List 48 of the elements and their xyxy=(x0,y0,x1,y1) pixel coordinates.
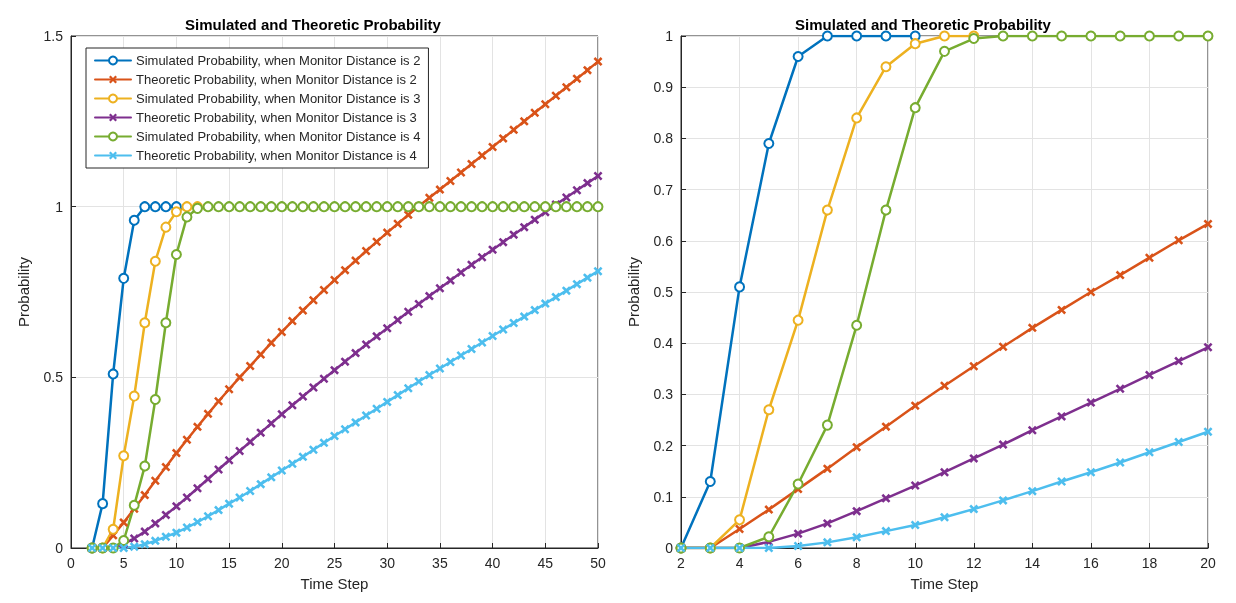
y-tick-label: 0.7 xyxy=(653,181,674,198)
x-tick-label: 25 xyxy=(326,555,343,571)
x-axis-title: Time Step xyxy=(300,575,369,592)
x-tick-label: 16 xyxy=(1083,555,1099,571)
chart-title: Simulated and Theoretic Probability xyxy=(185,16,442,33)
x-tick-label: 2 xyxy=(677,555,686,571)
y-axis-title: Probability xyxy=(625,256,642,328)
legend-label: Simulated Probability, when Monitor Distance is 2 xyxy=(136,53,421,68)
x-tick-label: 30 xyxy=(379,555,396,571)
y-tick-label: 0 xyxy=(665,540,674,556)
y-tick-label: 0.8 xyxy=(653,130,674,147)
y-tick-label: 1.5 xyxy=(43,28,64,44)
x-tick-label: 6 xyxy=(794,555,803,571)
x-tick-label: 8 xyxy=(852,555,861,571)
x-tick-label: 15 xyxy=(221,555,238,571)
legend-label: Theoretic Probability, when Monitor Distance is 2 xyxy=(136,72,417,87)
y-tick-label: 1 xyxy=(55,198,64,215)
x-tick-label: 45 xyxy=(537,555,554,571)
chart-title: Simulated and Theoretic Probability xyxy=(795,16,1052,33)
legend-label: Theoretic Probability, when Monitor Distance is 4 xyxy=(136,148,417,163)
x-tick-label: 20 xyxy=(1200,555,1216,571)
x-tick-label: 10 xyxy=(168,555,185,571)
y-tick-label: 0.5 xyxy=(653,284,674,300)
x-tick-label: 14 xyxy=(1024,555,1041,571)
x-tick-label: 5 xyxy=(119,555,128,571)
y-tick-label: 0.6 xyxy=(653,232,674,249)
x-tick-label: 40 xyxy=(484,555,501,571)
y-tick-label: 0.5 xyxy=(43,369,64,386)
x-tick-label: 35 xyxy=(432,555,448,571)
x-tick-label: 4 xyxy=(735,555,744,571)
x-tick-label: 12 xyxy=(965,555,982,571)
y-tick-label: 0.9 xyxy=(653,79,674,96)
x-tick-label: 18 xyxy=(1141,555,1158,571)
x-axis-title: Time Step xyxy=(910,575,979,592)
x-tick-label: 0 xyxy=(67,555,76,571)
x-tick-label: 50 xyxy=(590,555,606,571)
y-tick-label: 1 xyxy=(665,28,674,44)
y-tick-label: 0.2 xyxy=(653,437,674,454)
legend-label: Simulated Probability, when Monitor Distance is 4 xyxy=(136,129,421,144)
x-tick-label: 10 xyxy=(907,555,924,571)
y-tick-label: 0.3 xyxy=(653,386,674,403)
legend-label: Theoretic Probability, when Monitor Distance is 3 xyxy=(136,110,417,125)
x-tick-label: 20 xyxy=(274,555,290,571)
y-tick-label: 0.1 xyxy=(653,488,674,505)
y-axis-title: Probability xyxy=(15,256,32,328)
legend-label: Simulated Probability, when Monitor Distance is 3 xyxy=(136,91,421,106)
y-tick-label: 0 xyxy=(55,540,64,556)
y-tick-label: 0.4 xyxy=(653,335,674,352)
